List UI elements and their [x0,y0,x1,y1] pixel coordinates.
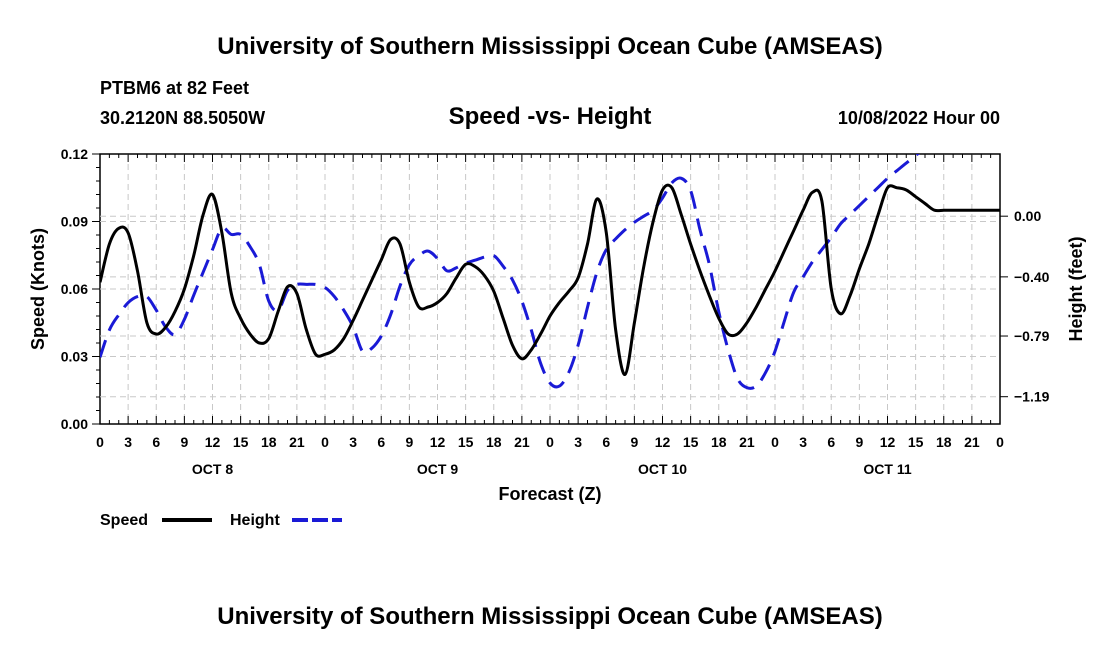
x-tick-label: 9 [180,434,188,450]
x-tick-label: 18 [486,434,502,450]
x-tick-label: 0 [996,434,1004,450]
x-tick-label: 21 [964,434,980,450]
height-series-line [100,154,920,390]
x-tick-label: 15 [458,434,474,450]
y2-tick-label: 0.00 [1014,208,1041,224]
x-axis-label: Forecast (Z) [498,484,601,504]
x-tick-label: 6 [827,434,835,450]
axis-ticks [92,153,1008,425]
day-labels: OCT 8 OCT 9 OCT 10 OCT 11 [192,461,912,477]
x-tick-labels: 0 3 6 9 12 15 18 21 0 3 6 9 12 15 18 21 0 3 6 9 12 15 18 21 0 3 6 9… [96,434,1004,450]
x-tick-label: 15 [683,434,699,450]
x-tick-label: 3 [574,434,582,450]
y-tick-label: 0.06 [61,281,88,297]
x-tick-label: 6 [152,434,160,450]
legend-speed-label: Speed [100,512,148,529]
x-tick-label: 21 [289,434,305,450]
x-tick-label: 3 [349,434,357,450]
x-tick-label: 9 [405,434,413,450]
x-day-label: OCT 10 [638,461,687,477]
x-tick-label: 12 [880,434,896,450]
station-label: PTBM6 at 82 Feet [100,78,249,98]
y-tick-label: 0.00 [61,416,88,432]
grid-lines [100,154,1000,424]
x-day-label: OCT 8 [192,461,233,477]
x-tick-label: 3 [799,434,807,450]
y-tick-label: 0.03 [61,349,88,365]
y-tick-label: 0.09 [61,214,88,230]
legend-height-label: Height [230,512,280,529]
x-tick-label: 3 [124,434,132,450]
x-tick-label: 6 [602,434,610,450]
x-tick-label: 15 [908,434,924,450]
footer-title: University of Southern Mississippi Ocean… [217,603,882,630]
y-axis-label: Speed (Knots) [28,228,48,350]
x-tick-label: 0 [96,434,104,450]
x-tick-label: 0 [546,434,554,450]
datetime-label: 10/08/2022 Hour 00 [838,108,1000,128]
chart-main-title: University of Southern Mississippi Ocean… [217,33,882,60]
x-tick-label: 12 [430,434,446,450]
x-day-label: OCT 9 [417,461,458,477]
x-tick-label: 18 [261,434,277,450]
chart-subtitle: Speed -vs- Height [449,103,652,130]
speed-series-line [100,183,1000,377]
x-tick-label: 6 [377,434,385,450]
y-tick-label: 0.12 [61,146,88,162]
x-tick-label: 12 [655,434,671,450]
x-tick-label: 18 [936,434,952,450]
y2-tick-label: −0.40 [1014,269,1050,285]
x-tick-label: 18 [711,434,727,450]
y2-tick-label: −1.19 [1014,389,1050,405]
y2-tick-label: −0.79 [1014,328,1050,344]
y-tick-labels: 0.00 0.03 0.06 0.09 0.12 [61,146,88,432]
x-tick-label: 0 [321,434,329,450]
x-tick-label: 9 [855,434,863,450]
y2-axis-label: Height (feet) [1066,237,1086,342]
x-tick-label: 9 [630,434,638,450]
y2-tick-labels: 0.00 −0.40 −0.79 −1.19 [1014,208,1050,405]
x-tick-label: 12 [205,434,221,450]
x-tick-label: 21 [514,434,530,450]
x-tick-label: 15 [233,434,249,450]
x-day-label: OCT 11 [863,461,911,477]
x-tick-label: 21 [739,434,755,450]
x-tick-label: 0 [771,434,779,450]
location-label: 30.2120N 88.5050W [100,108,265,128]
